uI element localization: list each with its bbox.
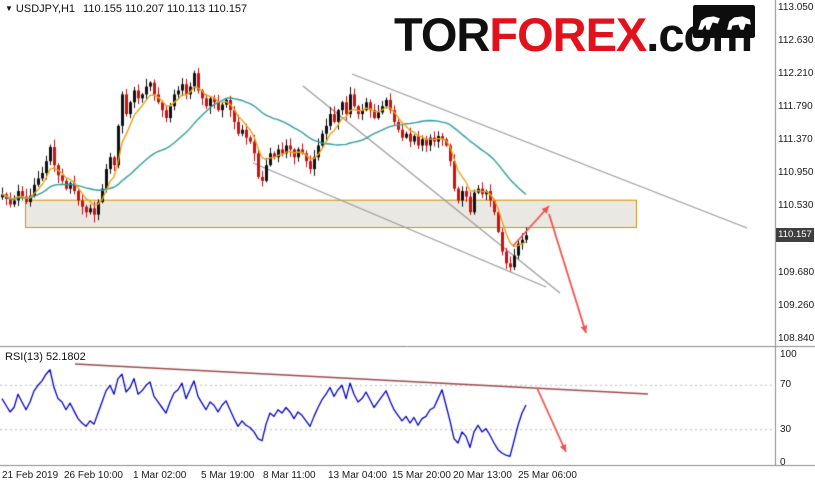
price-tick-label: 109.260 [778, 299, 815, 311]
time-tick-label: 15 Mar 20:00 [392, 470, 451, 481]
time-tick-label: 26 Feb 10:00 [64, 470, 123, 481]
price-tick-label: 108.840 [778, 332, 815, 344]
price-tick-label: 111.370 [778, 134, 813, 145]
price-tick-label: 112.210 [778, 68, 814, 79]
time-tick-label: 1 Mar 02:00 [133, 470, 187, 481]
time-tick-label: 5 Mar 19:00 [201, 470, 255, 481]
logo-text-forex: FOREX [489, 8, 647, 61]
time-tick-label: 13 Mar 04:00 [328, 470, 387, 481]
price-tick-label: 110.950 [778, 167, 814, 178]
chart-title: ▼ USDJPY,H1 110.155 110.207 110.113 110.15… [5, 3, 247, 15]
price-tick-label: 112.630 [778, 35, 814, 46]
current-price-badge: 110.157 [776, 228, 814, 242]
time-tick-label: 8 Mar 11:00 [263, 470, 316, 481]
logo-text-tor: TOR [394, 8, 490, 61]
bull-bear-logo-icon [693, 5, 755, 38]
ohlc-values: 110.155 110.207 110.113 110.157 [83, 3, 248, 15]
price-tick-label: 110.530 [778, 200, 814, 211]
price-tick-label: 111.790 [778, 101, 813, 112]
rsi-tick-label: 30 [780, 423, 792, 435]
price-tick-label: 109.680 [778, 266, 815, 278]
price-tick-label: 113.050 [778, 2, 814, 13]
rsi-tick-label: 100 [780, 349, 797, 360]
time-tick-label: 21 Feb 2019 [2, 470, 59, 481]
rsi-tick-label: 70 [780, 379, 792, 391]
rsi-tick-label: 0 [780, 457, 786, 468]
watermark-logo: TORFOREX.com [394, 4, 755, 68]
time-tick-label: 20 Mar 13:00 [453, 470, 512, 481]
symbol-marker-icon: ▼ [5, 4, 13, 13]
symbol-label: USDJPY,H1 [15, 3, 76, 15]
time-tick-label: 25 Mar 06:00 [518, 470, 577, 481]
rsi-indicator-label: RSI(13) 52.1802 [5, 351, 86, 363]
